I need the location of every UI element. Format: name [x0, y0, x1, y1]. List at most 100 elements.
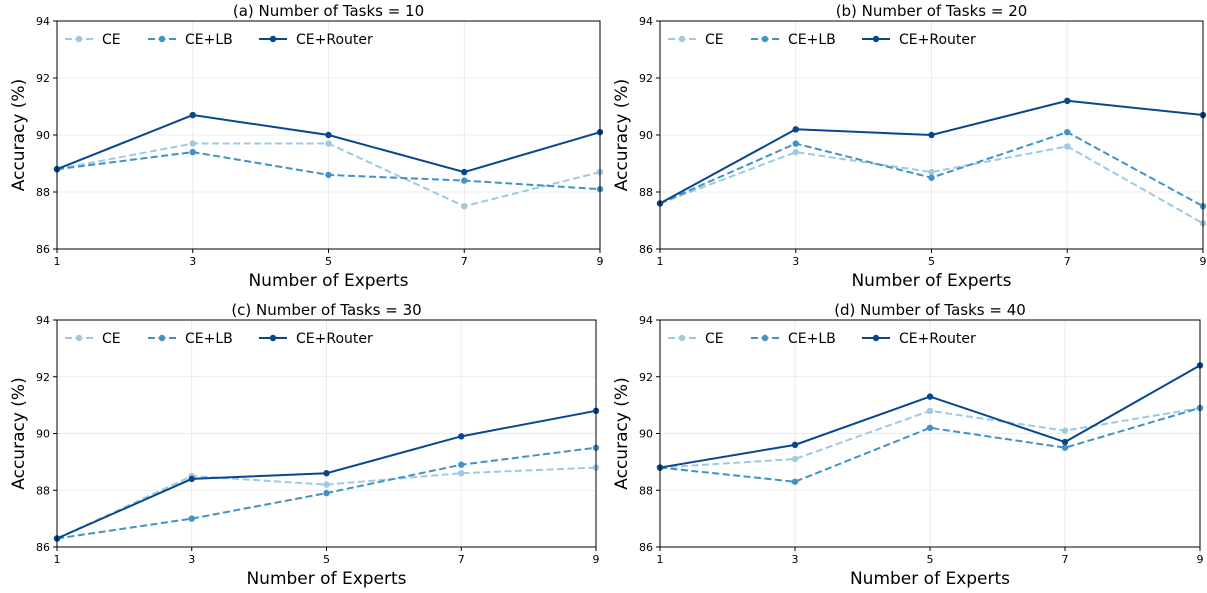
data-point [323, 481, 330, 488]
data-point [792, 140, 799, 147]
legend-label: CE+Router [899, 331, 976, 347]
data-point [188, 475, 195, 483]
data-point [323, 489, 330, 497]
legend-label: CE+LB [788, 32, 836, 48]
legend-marker [75, 35, 83, 43]
data-point [1061, 427, 1069, 434]
y-tick-label: 94 [639, 314, 653, 327]
x-axis-label: Number of Experts [246, 569, 406, 589]
data-point [928, 131, 935, 139]
y-tick-label: 88 [36, 186, 50, 199]
legend-marker [269, 334, 277, 342]
data-point [461, 203, 468, 210]
legend-label: CE+LB [185, 32, 233, 48]
x-tick-label: 3 [792, 553, 799, 566]
series-line-1 [659, 145, 1204, 225]
chart-title: (c) Number of Tasks = 30 [231, 301, 421, 319]
x-tick-label: 1 [54, 553, 61, 566]
x-tick-label: 5 [325, 255, 332, 268]
data-point [1061, 444, 1069, 451]
data-point [323, 470, 330, 477]
legend-label: CE+LB [788, 331, 836, 347]
x-tick-label: 1 [657, 255, 664, 268]
legend-label: CE [705, 331, 724, 347]
legend-marker [761, 35, 769, 43]
x-tick-label: 5 [323, 553, 330, 566]
chart-panel-1: 86 88 90 92 94 1 3 5 7 9 (a) Number of Tasks = 10 N… [9, 2, 604, 291]
data-point [325, 171, 332, 179]
y-axis-label: Accuracy (%) [612, 79, 632, 191]
legend-label: CE+LB [185, 331, 233, 347]
y-tick-label: 92 [36, 72, 50, 85]
data-point [791, 441, 799, 449]
x-tick-label: 9 [597, 255, 604, 268]
series-line-2 [659, 407, 1201, 483]
y-tick-label: 90 [36, 428, 50, 441]
data-point [458, 461, 465, 468]
y-tick-label: 88 [639, 186, 653, 199]
chart-title: (b) Number of Tasks = 20 [836, 2, 1028, 20]
legend-marker [872, 35, 880, 43]
data-point [461, 168, 468, 176]
data-point [461, 177, 468, 184]
data-point [458, 433, 465, 440]
data-point [928, 168, 935, 176]
y-tick-label: 92 [36, 371, 50, 384]
data-point [792, 126, 799, 133]
legend-marker [158, 334, 166, 342]
data-point [1064, 97, 1071, 105]
y-tick-label: 88 [36, 484, 50, 497]
data-point [325, 131, 332, 139]
y-tick-label: 94 [36, 15, 50, 28]
x-tick-label: 3 [792, 255, 799, 268]
legend-label: CE [705, 32, 724, 48]
y-tick-label: 86 [639, 243, 653, 256]
x-tick-label: 1 [54, 255, 61, 268]
legend-marker [75, 334, 83, 342]
data-point [1061, 438, 1069, 446]
legend-marker [761, 334, 769, 342]
y-tick-label: 90 [639, 129, 653, 142]
legend-label: CE [102, 32, 121, 48]
y-axis-label: Accuracy (%) [612, 377, 632, 489]
data-point [791, 478, 799, 485]
data-point [458, 470, 465, 477]
legend-marker [158, 35, 166, 43]
data-point [926, 407, 934, 414]
x-tick-label: 3 [189, 255, 196, 268]
y-tick-label: 86 [639, 541, 653, 554]
y-tick-label: 88 [639, 484, 653, 497]
data-point [792, 148, 799, 156]
x-tick-label: 5 [927, 553, 934, 566]
y-tick-label: 92 [639, 72, 653, 85]
chart-title: (d) Number of Tasks = 40 [834, 301, 1026, 319]
chart-panel-3: 86 88 90 92 94 1 3 5 7 9 (c) Number of Tasks = 30 N… [9, 301, 600, 589]
x-tick-label: 7 [1062, 553, 1069, 566]
y-tick-label: 90 [36, 129, 50, 142]
data-point [189, 148, 196, 156]
x-tick-label: 5 [928, 255, 935, 268]
x-tick-label: 9 [593, 553, 600, 566]
x-axis-label: Number of Experts [850, 569, 1010, 589]
x-tick-label: 9 [1197, 553, 1204, 566]
y-tick-label: 86 [36, 243, 50, 256]
data-point [926, 424, 934, 432]
data-point [189, 140, 196, 147]
data-point [1064, 128, 1071, 136]
legend-marker [678, 35, 686, 43]
data-point [1064, 143, 1071, 150]
legend-marker [872, 334, 880, 342]
y-axis-label: Accuracy (%) [9, 79, 29, 191]
data-point [791, 455, 799, 463]
data-point [926, 393, 934, 400]
legend-label: CE [102, 331, 121, 347]
x-tick-label: 7 [461, 255, 468, 268]
y-tick-label: 92 [639, 371, 653, 384]
x-tick-label: 7 [458, 553, 465, 566]
legend-marker [678, 334, 686, 342]
x-axis-label: Number of Experts [851, 271, 1011, 291]
x-tick-label: 3 [188, 553, 195, 566]
chart-panel-2: 86 88 90 92 94 1 3 5 7 9 (b) Number of Tasks = 20 N… [612, 2, 1207, 291]
data-point [325, 140, 332, 147]
